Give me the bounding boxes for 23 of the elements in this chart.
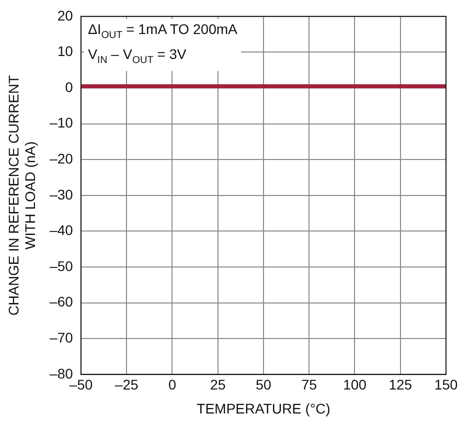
y-axis-title: CHANGE IN REFERENCE CURRENT WITH LOAD (nA) <box>5 74 38 316</box>
x-tick-label: 150 <box>434 376 458 393</box>
y-tick-label: –10 <box>50 114 74 131</box>
y-tick-label: –40 <box>50 222 74 238</box>
x-tick-label: 25 <box>210 376 226 393</box>
annotation: V$_{IN}$ – V$_{OUT}$ = 3V <box>88 46 186 66</box>
y-tick-label: –20 <box>50 150 74 166</box>
x-tick-label: 75 <box>301 376 318 393</box>
x-tick-label: –25 <box>114 376 138 393</box>
x-tick-label: 100 <box>343 376 367 393</box>
x-tick-label: 50 <box>256 376 272 393</box>
x-tick-label: 0 <box>168 376 176 393</box>
y-tick-label: –50 <box>50 258 74 274</box>
annotation: ΔI$_{OUT}$ = 1mA TO 200mA <box>88 21 238 42</box>
y-tick-label: –60 <box>50 294 74 310</box>
y-tick-label: –30 <box>50 186 74 202</box>
y-tick-label: 0 <box>65 78 74 95</box>
y-tick-label: 20 <box>57 7 74 24</box>
y-tick-label: –70 <box>50 329 74 346</box>
y-tick-label: –80 <box>50 365 74 382</box>
y-tick-label: 10 <box>57 43 74 60</box>
x-axis-title: TEMPERATURE (°C) <box>196 400 330 416</box>
x-tick-label: 125 <box>388 376 412 393</box>
